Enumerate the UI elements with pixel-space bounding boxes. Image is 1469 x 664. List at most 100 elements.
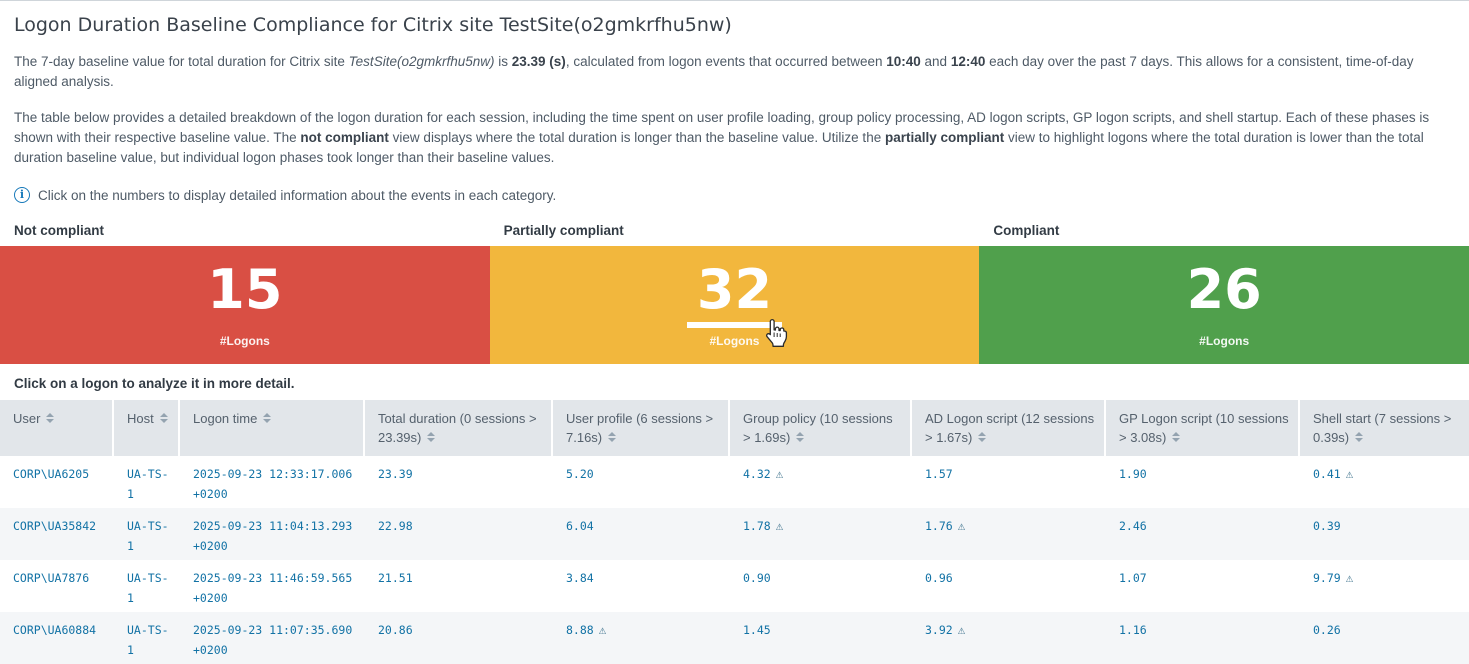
shell-start-cell[interactable]: 0.41 ⚠ [1300, 456, 1469, 508]
sort-icon [796, 432, 804, 442]
card-not-compliant[interactable]: 15 #Logons [0, 246, 490, 364]
col-header-group-policy[interactable]: Group policy (10 sessions > 1.69s) [730, 400, 912, 456]
gp-logon-script-cell[interactable]: 2.46 [1106, 508, 1300, 560]
user-profile-cell[interactable]: 8.88 ⚠ [553, 612, 730, 664]
p1-text-e: each day over the past 7 days. This allo… [14, 54, 1414, 89]
warning-icon: ⚠ [598, 622, 607, 637]
gp-logon-script-cell[interactable]: 1.16 [1106, 612, 1300, 664]
compliant-count[interactable]: 26 [1186, 257, 1262, 321]
value: 1.76 [925, 519, 953, 533]
ad-logon-script-cell[interactable]: 3.92 ⚠ [912, 612, 1106, 664]
card-label-not-compliant: Not compliant [14, 223, 104, 238]
intro-paragraph-2: The table below provides a detailed brea… [14, 108, 1455, 168]
warning-icon: ⚠ [775, 518, 784, 533]
col-label: GP Logon script (10 sessions > 3.08s) [1119, 411, 1289, 445]
col-label: AD Logon script (12 sessions > 1.67s) [925, 411, 1095, 445]
p1-text-b: is [494, 54, 512, 69]
p2-text-b: view displays where the total duration i… [388, 130, 885, 145]
group-policy-cell[interactable]: 0.90 [730, 560, 912, 612]
p2-text-c: view to highlight logons where the total… [14, 130, 1424, 165]
col-header-logon-time[interactable]: Logon time [180, 400, 365, 456]
host-cell: UA-TS-1 [127, 467, 169, 501]
host-cell: UA-TS-1 [127, 571, 169, 605]
logons-label: #Logons [219, 333, 270, 348]
value: 1.07 [1119, 571, 1147, 585]
user-cell[interactable]: CORP\UA60884 [13, 623, 97, 637]
value: 0.26 [1313, 623, 1341, 637]
value: 0.39 [1313, 519, 1341, 533]
card-label-compliant: Compliant [993, 223, 1060, 238]
user-cell[interactable]: CORP\UA7876 [13, 571, 90, 585]
shell-start-cell[interactable]: 0.26 [1300, 612, 1469, 664]
page-title: Logon Duration Baseline Compliance for C… [14, 14, 732, 36]
value: 0.41 [1313, 467, 1341, 481]
sort-icon [1172, 432, 1180, 442]
table-row[interactable]: CORP\UA6205 UA-TS-1 2025-09-23 12:33:17.… [0, 456, 1469, 508]
col-header-host[interactable]: Host [114, 400, 180, 456]
col-header-total-duration[interactable]: Total duration (0 sessions > 23.39s) [365, 400, 553, 456]
col-header-user[interactable]: User [0, 400, 114, 456]
user-cell[interactable]: CORP\UA6205 [13, 467, 90, 481]
col-label: Total duration (0 sessions > 23.39s) [378, 411, 537, 445]
warning-icon: ⚠ [1345, 466, 1354, 481]
value: 0.96 [925, 571, 953, 585]
ad-logon-script-cell[interactable]: 1.76 ⚠ [912, 508, 1106, 560]
value: 3.84 [566, 571, 594, 585]
window-start-time: 10:40 [886, 54, 921, 69]
logons-table: User Host Logon time Total duration (0 s… [0, 400, 1469, 664]
value: 4.32 [743, 467, 771, 481]
col-header-user-profile[interactable]: User profile (6 sessions > 7.16s) [553, 400, 730, 456]
intro-paragraph-1: The 7-day baseline value for total durat… [14, 52, 1455, 92]
user-cell[interactable]: CORP\UA35842 [13, 519, 97, 533]
value: 20.86 [378, 623, 413, 637]
logons-label: #Logons [1199, 333, 1250, 348]
host-cell: UA-TS-1 [127, 623, 169, 657]
value: 22.98 [378, 519, 413, 533]
total-duration-cell[interactable]: 21.51 [365, 560, 553, 612]
group-policy-cell[interactable]: 4.32 ⚠ [730, 456, 912, 508]
p1-text-c: , calculated from logon events that occu… [565, 54, 887, 69]
value: 1.90 [1119, 467, 1147, 481]
table-row[interactable]: CORP\UA35842 UA-TS-1 2025-09-23 11:04:13… [0, 508, 1469, 560]
ad-logon-script-cell[interactable]: 0.96 [912, 560, 1106, 612]
p1-text-a: The 7-day baseline value for total durat… [14, 54, 349, 69]
total-duration-cell[interactable]: 23.39 [365, 456, 553, 508]
value: 1.45 [743, 623, 771, 637]
sort-icon [978, 432, 986, 442]
shell-start-cell[interactable]: 0.39 [1300, 508, 1469, 560]
user-profile-cell[interactable]: 3.84 [553, 560, 730, 612]
window-end-time: 12:40 [950, 54, 986, 69]
value: 0.90 [743, 571, 771, 585]
gp-logon-script-cell[interactable]: 1.90 [1106, 456, 1300, 508]
card-titles-row: Not compliant Partially compliant Compli… [0, 223, 1469, 238]
logon-time-cell: 2025-09-23 12:33:17.006 +0200 [193, 467, 353, 501]
sort-icon [1355, 432, 1363, 442]
col-label: Logon time [193, 411, 258, 426]
p1-text-d: and [920, 54, 951, 69]
ad-logon-script-cell[interactable]: 1.57 [912, 456, 1106, 508]
gp-logon-script-cell[interactable]: 1.07 [1106, 560, 1300, 612]
table-header-row: User Host Logon time Total duration (0 s… [0, 400, 1469, 456]
card-compliant[interactable]: 26 #Logons [979, 246, 1469, 364]
compliance-cards: 15 #Logons 32 #Logons 26 #Logons [0, 246, 1469, 364]
col-header-shell-start[interactable]: Shell start (7 sessions > 0.39s) [1300, 400, 1469, 456]
not-compliant-count[interactable]: 15 [207, 257, 283, 321]
sort-icon [263, 413, 271, 423]
user-profile-cell[interactable]: 5.20 [553, 456, 730, 508]
table-row[interactable]: CORP\UA60884 UA-TS-1 2025-09-23 11:07:35… [0, 612, 1469, 664]
user-profile-cell[interactable]: 6.04 [553, 508, 730, 560]
info-icon: i [14, 187, 30, 203]
sort-icon [160, 413, 168, 423]
group-policy-cell[interactable]: 1.45 [730, 612, 912, 664]
partially-compliant-count[interactable]: 32 [686, 262, 783, 328]
sort-icon [608, 432, 616, 442]
shell-start-cell[interactable]: 9.79 ⚠ [1300, 560, 1469, 612]
total-duration-cell[interactable]: 22.98 [365, 508, 553, 560]
table-row[interactable]: CORP\UA7876 UA-TS-1 2025-09-23 11:46:59.… [0, 560, 1469, 612]
col-header-ad-logon-script[interactable]: AD Logon script (12 sessions > 1.67s) [912, 400, 1106, 456]
sort-icon [46, 413, 54, 423]
group-policy-cell[interactable]: 1.78 ⚠ [730, 508, 912, 560]
col-header-gp-logon-script[interactable]: GP Logon script (10 sessions > 3.08s) [1106, 400, 1300, 456]
total-duration-cell[interactable]: 20.86 [365, 612, 553, 664]
card-partially-compliant[interactable]: 32 #Logons [489, 246, 980, 364]
